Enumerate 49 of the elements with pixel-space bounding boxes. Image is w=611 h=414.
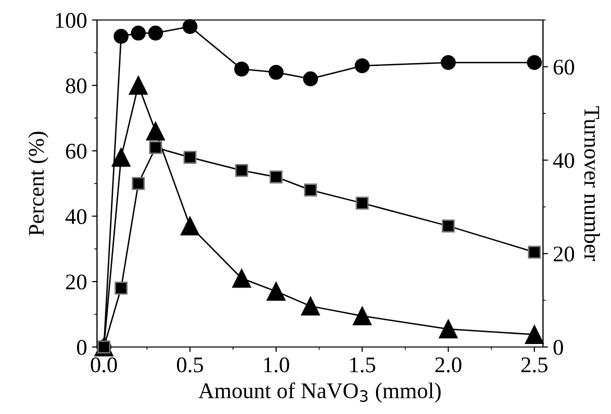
point <box>438 320 458 338</box>
point <box>182 19 198 34</box>
y-axis-title: Percent (%) <box>28 132 48 236</box>
y-tick-label: 80 <box>66 78 86 94</box>
y2-tick-label: 40 <box>553 153 574 168</box>
y-tick-label: 60 <box>66 144 86 159</box>
point <box>526 55 542 70</box>
point <box>442 220 455 232</box>
point <box>525 325 544 344</box>
point <box>268 64 284 80</box>
y-tick-label: 40 <box>65 209 86 224</box>
x-tick-label: 1.5 <box>350 357 376 372</box>
y-tick-label: 100 <box>56 12 86 28</box>
point <box>114 28 129 44</box>
y2-tick-label: 20 <box>554 246 574 262</box>
point <box>146 122 165 141</box>
point <box>352 306 372 326</box>
x-tick-label: 2.5 <box>521 357 548 372</box>
point <box>130 26 146 41</box>
point <box>180 216 200 236</box>
point <box>128 76 148 95</box>
y-tick-label: 0 <box>77 340 86 355</box>
point <box>132 177 145 190</box>
point <box>304 184 318 197</box>
x-tick-label: 0.0 <box>90 357 117 372</box>
point <box>148 26 163 41</box>
point <box>114 282 128 295</box>
point <box>234 62 250 76</box>
point <box>354 58 370 74</box>
y-tick-label: 20 <box>66 274 86 290</box>
x-axis-title: Amount of NaVO$_{3}$ (mmol) <box>198 382 441 403</box>
point <box>303 71 318 86</box>
point <box>270 170 283 184</box>
point <box>528 246 541 259</box>
point <box>149 141 162 154</box>
point <box>184 150 196 164</box>
y2-tick-label: 60 <box>554 60 574 75</box>
point <box>232 268 252 288</box>
point <box>356 196 369 210</box>
y2-tick-label: 0 <box>554 340 563 355</box>
x-tick-label: 1.0 <box>264 357 290 372</box>
point <box>112 148 130 167</box>
point <box>301 296 320 316</box>
x-tick-label: 0.5 <box>176 357 204 372</box>
point <box>235 164 248 177</box>
y2-axis-title: Turnover number <box>584 106 600 261</box>
x-tick-label: 2.0 <box>435 357 462 372</box>
point <box>440 55 456 70</box>
point <box>266 282 286 301</box>
